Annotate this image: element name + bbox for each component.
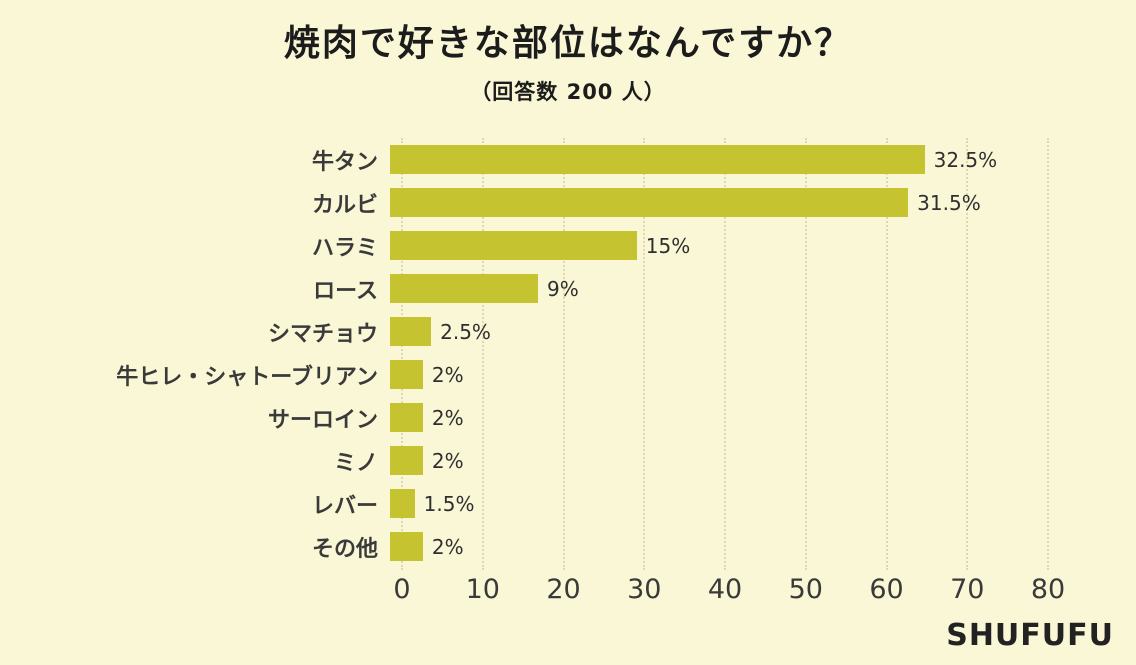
x-tick-label: 0	[393, 574, 411, 605]
category-label: ミノ	[333, 450, 378, 476]
bar	[390, 145, 925, 174]
bar-track: 2%	[390, 396, 1048, 439]
value-label: 2.5%	[440, 319, 491, 344]
category-label: カルビ	[311, 192, 378, 218]
bar-track: 2%	[390, 525, 1048, 568]
bar-track: 15%	[390, 224, 1048, 267]
x-tick-label: 80	[1030, 574, 1066, 605]
gridline	[966, 138, 969, 570]
bar	[390, 274, 539, 303]
category-label: サーロイン	[267, 407, 378, 433]
bar-row: シマチョウ 2.5%	[0, 310, 1136, 353]
x-tick-label: 60	[869, 574, 904, 605]
brand-logo: SHUFUFU	[946, 618, 1114, 653]
bar-row: 牛タン 32.5%	[0, 138, 1136, 181]
value-label: 32.5%	[933, 147, 998, 172]
category-label: その他	[311, 536, 378, 562]
bar-row: ミノ 2%	[0, 439, 1136, 482]
bar-row: その他 2%	[0, 525, 1136, 568]
x-tick-label: 70	[950, 574, 985, 605]
category-label: レバー	[311, 493, 378, 519]
bar-track: 2%	[390, 439, 1048, 482]
gridline	[401, 138, 403, 570]
bar	[390, 532, 423, 561]
category-label: ロース	[313, 278, 378, 304]
bar	[390, 403, 423, 432]
value-label: 2%	[431, 534, 464, 559]
x-tick-label: 50	[788, 574, 823, 605]
x-tick-label: 40	[707, 574, 743, 605]
value-label: 31.5%	[917, 190, 981, 215]
bar	[390, 446, 423, 475]
category-label: 牛ヒレ・シャトーブリアン	[116, 364, 378, 390]
bar-row: 牛ヒレ・シャトーブリアン 2%	[0, 353, 1136, 396]
gridline	[481, 138, 484, 570]
bar-track: 9%	[390, 267, 1048, 310]
bar-track: 32.5%	[390, 138, 1048, 181]
bar	[390, 360, 423, 389]
value-label: 1.5%	[423, 491, 475, 516]
x-tick-label: 10	[465, 574, 500, 605]
bar	[390, 317, 432, 346]
bar	[390, 231, 637, 260]
bar-row: ロース 9%	[0, 267, 1136, 310]
bar-rows: 牛タン 32.5% カルビ 31.5% ハラミ 15% ロース 9% シマチョウ 2.5% 牛ヒレ・…	[0, 138, 1136, 568]
category-label: ハラミ	[311, 235, 378, 261]
value-label: 2%	[431, 362, 464, 387]
gridline	[1047, 138, 1049, 570]
gridline	[562, 138, 565, 570]
bar	[390, 188, 909, 217]
bar-row: レバー 1.5%	[0, 482, 1136, 525]
gridline	[885, 138, 888, 570]
x-tick-label: 20	[546, 574, 581, 605]
gridline	[724, 138, 726, 570]
bar-row: カルビ 31.5%	[0, 181, 1136, 224]
category-label: 牛タン	[311, 149, 378, 175]
x-axis: 0 10 20 30 40 50 60 70 80	[393, 574, 1065, 608]
value-label: 9%	[547, 276, 579, 301]
value-label: 15%	[645, 233, 691, 258]
bar-row: サーロイン 2%	[0, 396, 1136, 439]
plot-gridlines	[401, 138, 1049, 570]
bar-track: 2%	[390, 353, 1048, 396]
value-label: 2%	[431, 405, 464, 430]
x-tick-label: 30	[627, 574, 662, 605]
chart-title: 焼肉で好きな部位はなんですか？	[283, 23, 853, 64]
chart-subtitle: （回答数 200 人）	[470, 80, 666, 104]
category-label: シマチョウ	[267, 321, 378, 347]
value-label: 2%	[431, 448, 464, 473]
gridline	[643, 138, 646, 570]
bar-track: 31.5%	[390, 181, 1048, 224]
bar-row: ハラミ 15%	[0, 224, 1136, 267]
bar	[390, 489, 415, 518]
bar-track: 1.5%	[390, 482, 1048, 525]
bar-track: 2.5%	[390, 310, 1048, 353]
gridline	[804, 138, 807, 570]
